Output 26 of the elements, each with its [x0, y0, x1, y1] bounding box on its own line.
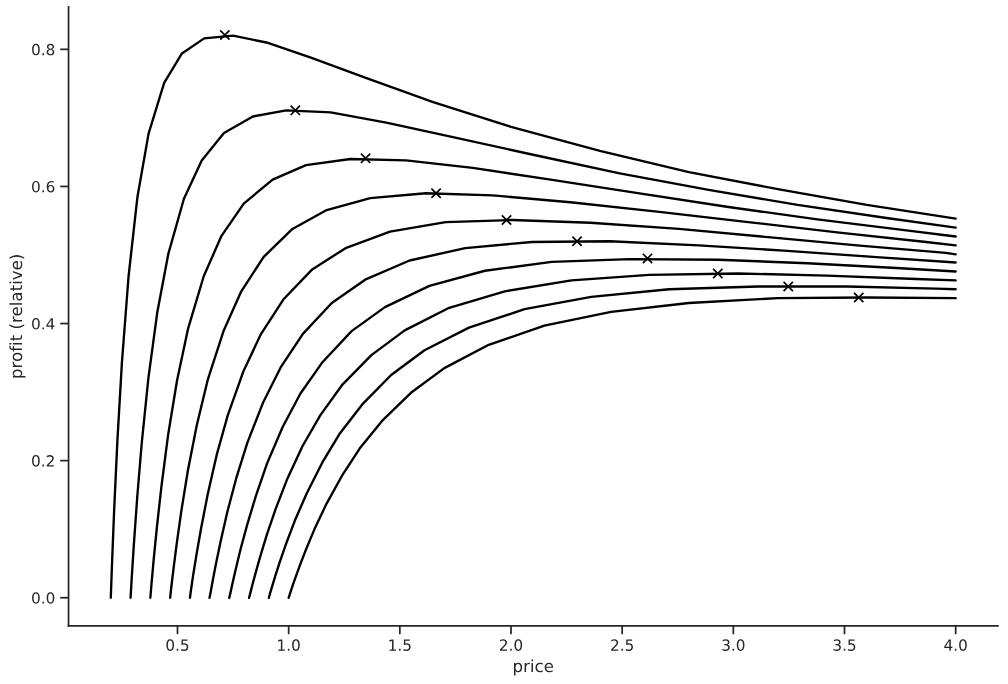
- line-series: [109, 34, 957, 599]
- x-tick-label: 3.5: [833, 639, 856, 651]
- y-tick-label: 0.4: [32, 318, 55, 330]
- x-tick-label: 3.0: [722, 639, 745, 651]
- point: [430, 187, 442, 199]
- y-tick-label: 0.2: [32, 455, 54, 467]
- point: [853, 292, 865, 303]
- y-tick-label: 0.8: [32, 43, 55, 56]
- point: [219, 29, 231, 41]
- point: [712, 268, 724, 279]
- y-tick-label: 0.6: [32, 180, 55, 193]
- y-tick-label: 0.0: [32, 592, 55, 604]
- x-tick-label: 4.0: [944, 639, 967, 651]
- x-tick-label: 1.0: [278, 639, 300, 651]
- x-tick-label: 0.5: [166, 639, 189, 651]
- point: [360, 152, 372, 164]
- point: [642, 252, 654, 264]
- x-tick-label: 2.0: [499, 639, 523, 651]
- point: [501, 214, 513, 226]
- point: [571, 235, 583, 247]
- x-tick-label: 2.5: [611, 639, 633, 651]
- point: [782, 281, 794, 293]
- x-axis-title: price: [514, 659, 554, 676]
- point: [289, 104, 301, 116]
- y-axis-title: profit (relative): [9, 255, 26, 378]
- x-tick-label: 1.5: [389, 639, 411, 651]
